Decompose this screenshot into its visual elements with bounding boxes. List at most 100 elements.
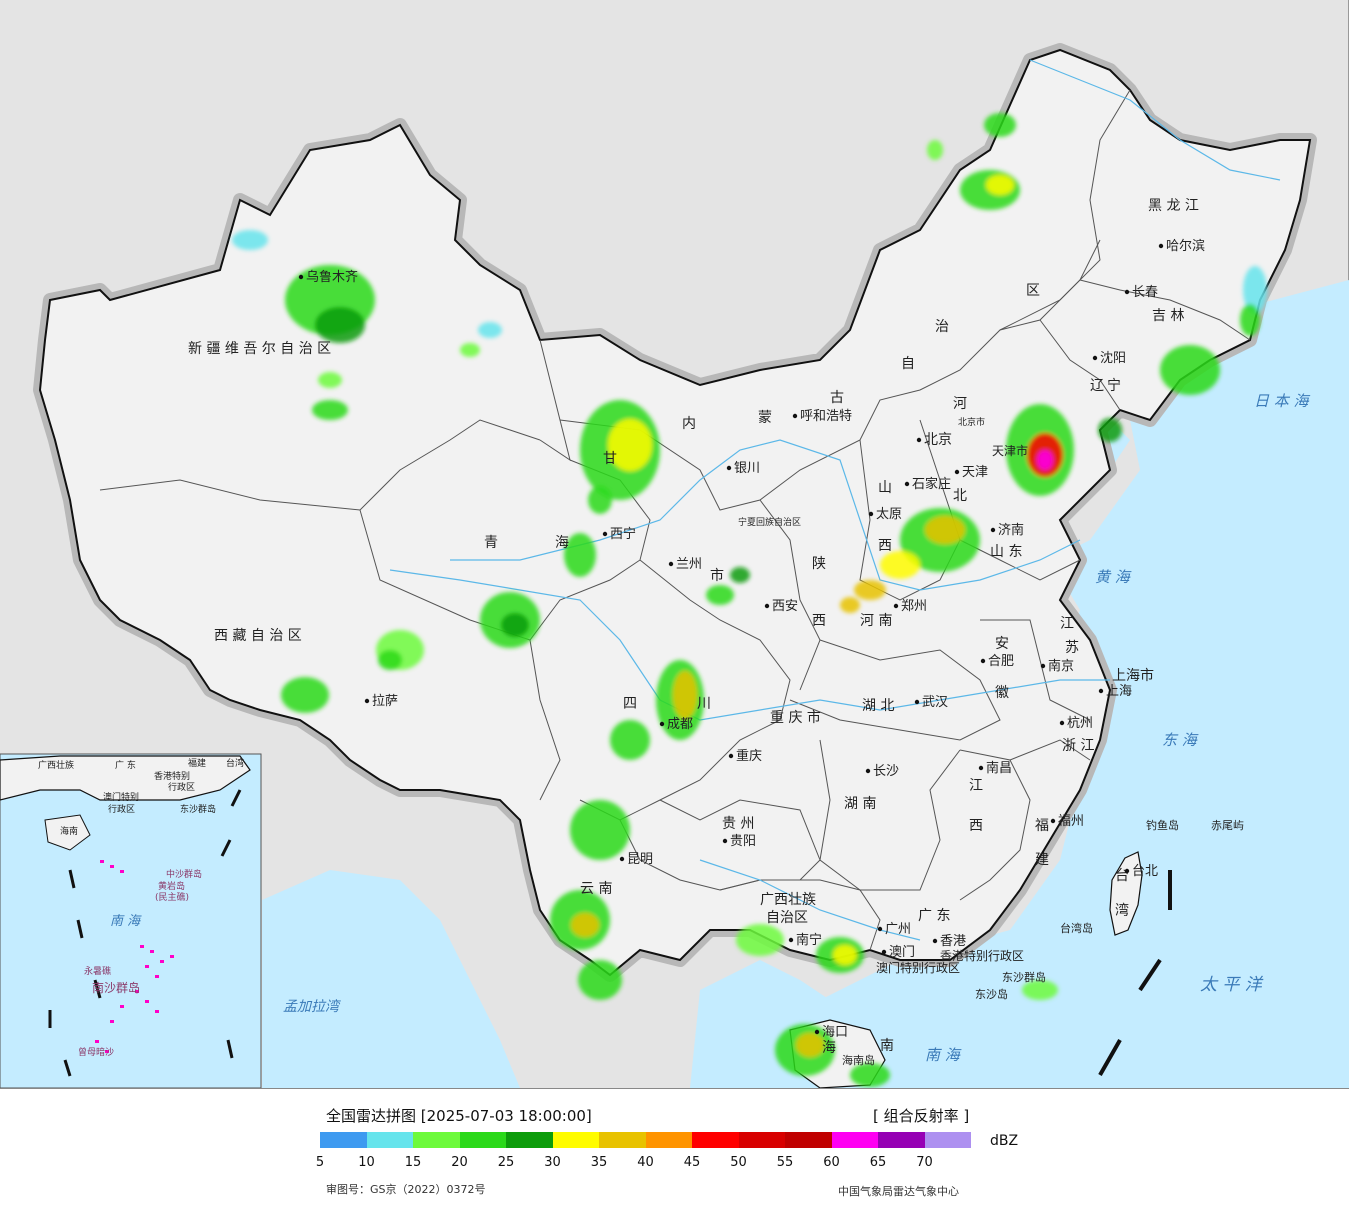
city-marker-jinan: [990, 527, 996, 533]
city-marker-hefei: [980, 658, 986, 664]
radar-echo: [1037, 450, 1053, 470]
label-yinchuan: 银川: [734, 461, 760, 476]
legend-swatch-0: [320, 1132, 367, 1148]
province-boundaries: [99, 89, 1251, 951]
label-jiangxi-2: 西: [969, 818, 983, 834]
label-qinghai-2: 海: [555, 535, 569, 551]
inset-island-mark: [160, 960, 164, 963]
label-shanxi-1: 山: [878, 480, 892, 496]
label-pacific: 太 平 洋: [1200, 975, 1264, 995]
city-marker-xian: [764, 603, 770, 609]
label-liaoning-1: 辽: [1090, 378, 1104, 394]
label-hainan-2: 南: [880, 1038, 894, 1054]
label-beijing-shi: 北京市: [958, 416, 985, 428]
city-marker-beijing: [916, 437, 922, 443]
city-marker-kunming: [619, 856, 625, 862]
boundary-xinjiang-gansu: [539, 339, 571, 462]
label-neimenggu-4: 自: [901, 356, 915, 372]
label-shijiazhuang: 石家庄: [912, 476, 951, 492]
city-marker-changsha: [865, 768, 871, 774]
radar-echo: [571, 913, 599, 937]
label-tianjin-shi: 天津市: [992, 443, 1028, 458]
legend-panel: 全国雷达拼图 [2025-07-03 18:00:00] [ 组合反射率 ] d…: [0, 1088, 1349, 1209]
label-shanghai: 上海市: [1112, 667, 1154, 684]
legend-tick: 55: [776, 1155, 794, 1170]
legend-swatch-7: [645, 1132, 692, 1148]
inset-island-mark: [145, 1000, 149, 1003]
label-inset-macau-2: 行政区: [108, 803, 135, 815]
label-inset-zengmu: 曾母暗沙: [78, 1046, 114, 1058]
label-hunan: 湖 南: [844, 796, 876, 812]
label-taiwan-island: 台湾岛: [1060, 921, 1093, 935]
inset-island-mark: [135, 990, 139, 993]
label-inset-dongsha: 东沙群岛: [180, 803, 216, 815]
city-marker-shenyang: [1092, 355, 1098, 361]
label-inset-hongkong-2: 行政区: [168, 781, 195, 793]
radar-echo: [1243, 266, 1267, 314]
legend-tick: 65: [869, 1155, 887, 1170]
label-zhengzhou: 郑州: [901, 599, 927, 614]
south-china-sea-inset: [0, 753, 262, 1088]
city-marker-taipei: [1124, 868, 1130, 874]
label-guizhou: 贵 州: [722, 816, 754, 832]
inset-island-mark: [145, 965, 149, 968]
boundary-hunan-jiangxi: [819, 739, 961, 891]
radar-echo: [478, 322, 502, 338]
nine-dash-line: [1098, 870, 1172, 1076]
radar-echo: [706, 585, 734, 605]
inset-dash: [76, 919, 84, 939]
inset-dash: [230, 789, 242, 807]
radar-echo: [1022, 980, 1058, 1000]
label-jiangsu-1: 江: [1060, 616, 1074, 632]
legend-issuing-center: 中国气象局雷达气象中心: [838, 1185, 959, 1198]
label-hubei: 湖 北: [862, 698, 894, 714]
radar-echo: [232, 230, 268, 250]
boundary-anhui-jiangsu: [980, 619, 1091, 721]
label-neimenggu-3: 古: [830, 390, 844, 406]
label-shaanxi-1: 陕: [812, 556, 826, 572]
label-dongsha-qundao: 东沙群岛: [1002, 970, 1046, 984]
rivers: [389, 59, 1281, 941]
boundary-qinghai: [359, 459, 651, 641]
label-shanxi-2: 西: [878, 538, 892, 554]
boundary-jilin-liaoning: [1079, 279, 1251, 341]
label-liaoning-2: 宁: [1107, 377, 1121, 394]
label-chiwei: 赤尾屿: [1211, 819, 1244, 832]
legend-tick: 20: [451, 1155, 468, 1170]
inset-island-mark: [95, 1040, 99, 1043]
legend-ticks: 5 10 15 20 25 30 35 40 45 50 55 60 65 70: [308, 1155, 988, 1171]
city-marker-guiyang: [722, 838, 728, 844]
city-marker-chengdu: [659, 721, 665, 727]
legend-color-scale: [320, 1132, 971, 1148]
label-xizang: 西 藏 自 治 区: [214, 628, 302, 644]
radar-echo: [840, 597, 860, 613]
label-bay-of-bengal: 孟加拉湾: [283, 999, 341, 1015]
radar-echo: [564, 533, 596, 577]
label-macau-city: 澳门: [889, 944, 915, 960]
city-marker-hongkong-city: [932, 938, 938, 944]
label-taipei: 台北: [1132, 864, 1158, 879]
river-yellow: [450, 439, 1081, 591]
legend-tick: 45: [683, 1155, 701, 1170]
label-inset-macau-1: 澳门特别: [103, 791, 139, 803]
label-taiyuan: 太原: [876, 507, 902, 522]
legend-swatch-6: [599, 1132, 646, 1148]
label-hongkong-city: 香港: [940, 934, 966, 949]
inset-island-mark: [170, 955, 174, 958]
legend-swatch-8: [692, 1132, 739, 1148]
label-hainan-dao: 海南岛: [842, 1053, 875, 1067]
label-chongqing-city: 重庆: [736, 748, 762, 764]
city-marker-shijiazhuang: [904, 481, 910, 487]
label-neimenggu-5: 治: [935, 319, 949, 335]
radar-echo: [986, 175, 1014, 195]
radar-echo: [460, 343, 480, 357]
label-inset-fujian: 福建: [188, 757, 206, 769]
inset-island-mark: [110, 1020, 114, 1023]
legend-tick: 40: [637, 1155, 654, 1170]
boundary-liaoning-hebei: [1039, 319, 1121, 411]
label-fuzhou: 福州: [1058, 814, 1084, 829]
dash-3: [1098, 1039, 1122, 1076]
city-marker-zhengzhou: [893, 603, 899, 609]
